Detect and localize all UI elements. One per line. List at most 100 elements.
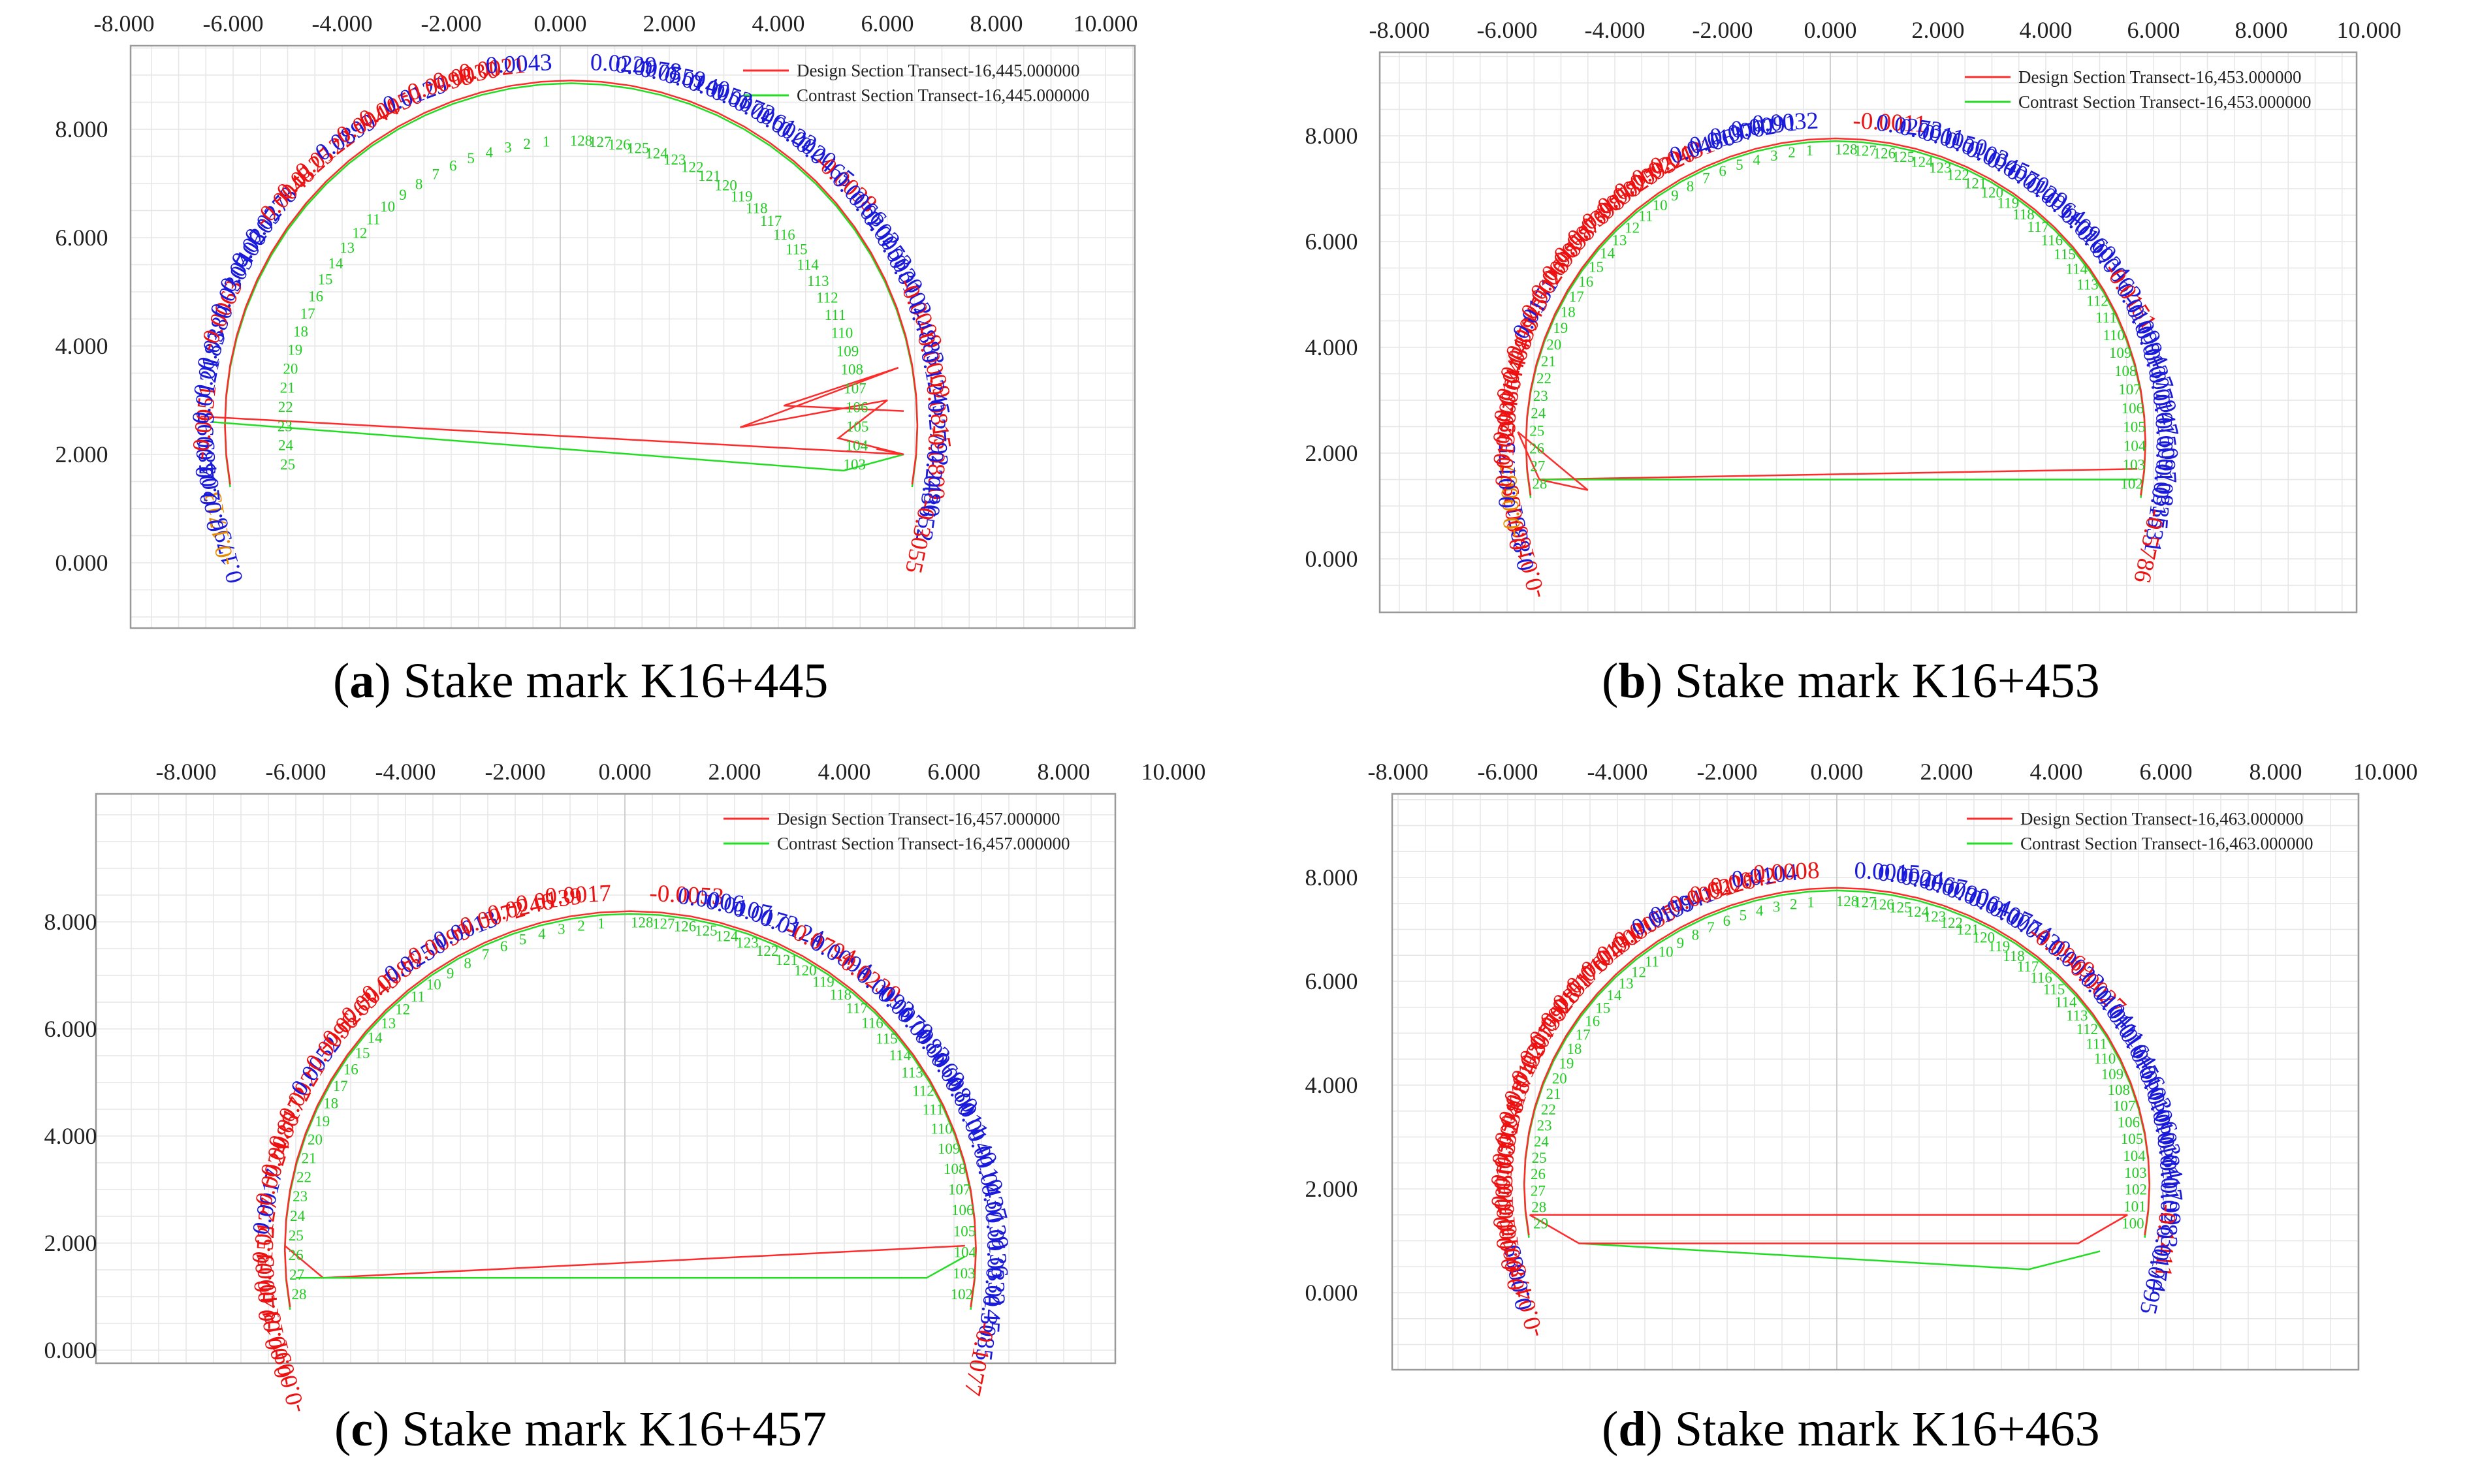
point-number-label: 3 — [558, 921, 565, 938]
point-number-label: 107 — [844, 381, 867, 397]
point-number-label: 126 — [674, 919, 697, 935]
contrast-section-arc — [224, 82, 919, 488]
right-deviation-label: -0.1411 — [2150, 1203, 2181, 1278]
point-number-label: 126 — [1873, 145, 1896, 161]
point-number-label: 122 — [681, 159, 704, 176]
x-tick-label: -8.000 — [1369, 17, 1430, 43]
contrast-section-arc — [283, 913, 977, 1310]
caption-text: Stake mark K16+453 — [1662, 654, 2100, 708]
point-number-label: 111 — [2095, 309, 2117, 326]
point-number-label: 108 — [840, 362, 863, 378]
point-number-label: 14 — [1600, 245, 1615, 262]
y-tick-label: 4.000 — [1305, 334, 1358, 360]
point-number-label: 120 — [1973, 930, 1996, 946]
point-number-label: 113 — [2076, 276, 2099, 292]
x-tick-label: 10.000 — [1141, 759, 1206, 785]
point-number-label: 4 — [1753, 151, 1760, 168]
y-tick-label: 8.000 — [1305, 123, 1358, 149]
point-number-label: 10 — [426, 977, 441, 993]
point-number-label: 105 — [953, 1223, 976, 1239]
point-number-label: 101 — [2123, 1199, 2146, 1215]
point-number-label: 127 — [652, 915, 675, 932]
point-number-label: 18 — [1566, 1041, 1582, 1057]
x-tick-label: 8.000 — [2250, 759, 2302, 785]
x-tick-label: 0.000 — [534, 10, 587, 37]
point-number-label: 113 — [2066, 1007, 2088, 1024]
contrast-section-floor — [211, 420, 904, 472]
point-number-label: 14 — [368, 1030, 383, 1046]
point-number-label: 18 — [323, 1095, 338, 1111]
point-number-label: 18 — [1561, 304, 1576, 321]
point-number-label: 11 — [411, 988, 425, 1005]
point-number-label: 107 — [2113, 1098, 2136, 1114]
point-number-label: 21 — [1541, 353, 1556, 370]
point-number-label: 11 — [366, 212, 380, 228]
x-tick-label: 2.000 — [1912, 17, 1965, 43]
point-number-label: 8 — [1687, 178, 1694, 195]
point-number-label: 7 — [1707, 919, 1715, 936]
point-number-label: 5 — [1736, 157, 1743, 173]
point-number-label: 17 — [333, 1078, 348, 1094]
point-number-label: 18 — [293, 324, 308, 340]
point-number-label: 23 — [278, 418, 293, 434]
left-deviation-label: -0.0067 — [1495, 462, 1526, 538]
point-number-label: 21 — [302, 1150, 317, 1166]
point-number-label: 21 — [280, 379, 295, 396]
x-tick-label: -6.000 — [203, 10, 264, 37]
point-number-label: 21 — [1546, 1086, 1561, 1102]
contrast-section-arc — [1523, 889, 2151, 1238]
x-tick-label: 10.000 — [2353, 759, 2418, 785]
point-number-label: 10 — [380, 198, 395, 215]
point-number-label: 115 — [2054, 246, 2076, 262]
right-deviation-label: 0.0108 — [2150, 440, 2178, 507]
point-number-label: 16 — [1585, 1013, 1600, 1029]
right-deviation-label: 0.2480 — [917, 449, 949, 517]
point-number-label: 126 — [608, 136, 631, 153]
y-tick-label: 2.000 — [1305, 440, 1358, 466]
caption-letter: b — [1618, 654, 1646, 708]
point-number-label: 1 — [1807, 894, 1815, 910]
point-number-label: 120 — [1981, 185, 2004, 201]
point-number-label: 15 — [1595, 1000, 1610, 1016]
x-tick-label: 10.000 — [1073, 10, 1138, 37]
point-number-label: 26 — [289, 1247, 304, 1263]
point-number-label: 27 — [289, 1267, 304, 1283]
point-number-label: 20 — [1546, 336, 1561, 353]
y-tick-label: 2.000 — [56, 441, 108, 467]
legend-label-design: Design Section Transect-16,457.000000 — [777, 809, 1060, 829]
caption-letter: d — [1618, 1402, 1646, 1457]
point-number-label: 2 — [577, 917, 585, 934]
legend-label-design: Design Section Transect-16,453.000000 — [2018, 67, 2301, 87]
point-number-label: 104 — [846, 437, 868, 454]
y-tick-label: 0.000 — [1305, 1280, 1358, 1306]
x-tick-label: -6.000 — [1478, 759, 1538, 785]
point-number-label: 22 — [1536, 370, 1551, 387]
design-section-arc — [283, 910, 977, 1308]
x-tick-label: 4.000 — [2020, 17, 2073, 43]
point-number-label: 25 — [280, 456, 295, 473]
x-tick-label: -4.000 — [1585, 17, 1646, 43]
point-number-label: 109 — [2109, 345, 2132, 361]
point-number-label: 5 — [519, 932, 527, 948]
point-number-label: 19 — [1553, 320, 1568, 336]
x-tick-label: -6.000 — [266, 759, 326, 785]
point-number-label: 114 — [2065, 261, 2088, 277]
point-number-label: 106 — [2118, 1114, 2140, 1131]
point-number-label: 116 — [773, 227, 795, 243]
point-number-label: 20 — [1552, 1070, 1567, 1086]
right-deviation-label: 0.0335 — [2146, 463, 2177, 531]
point-number-label: 117 — [760, 213, 782, 229]
y-tick-label: 8.000 — [1305, 864, 1358, 891]
x-tick-label: 6.000 — [861, 10, 914, 37]
point-number-label: 22 — [1541, 1101, 1556, 1118]
point-number-label: 8 — [464, 955, 471, 971]
point-number-label: 121 — [1956, 922, 1979, 938]
panel-c: -8.000 -6.000 -4.000 -2.000 0.000 2.000 4.000 6… — [0, 742, 1232, 1484]
point-number-label: 110 — [2094, 1050, 2116, 1067]
point-number-label: 11 — [1638, 208, 1653, 225]
point-number-label: 121 — [698, 168, 721, 184]
right-deviation-label: -0.0800 — [923, 425, 949, 499]
y-tick-label: 4.000 — [1305, 1072, 1358, 1098]
point-number-label: 8 — [415, 176, 423, 192]
point-number-label: 108 — [2114, 363, 2137, 379]
